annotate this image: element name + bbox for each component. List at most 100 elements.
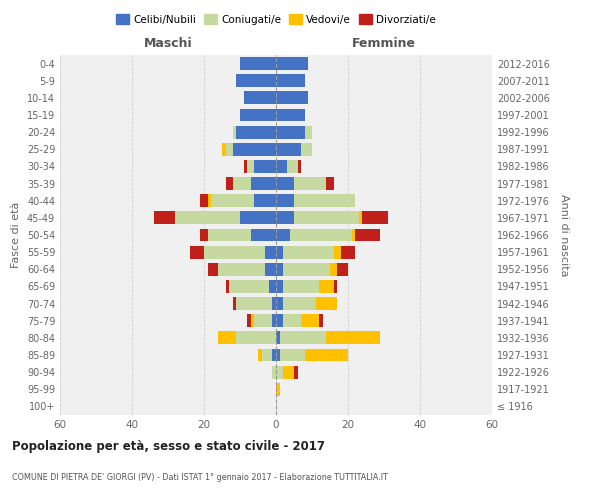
Bar (226, 177, 233, 190)
Bar (330, 263, 337, 276)
Bar (204, 246, 265, 258)
Bar (283, 366, 294, 378)
Bar (280, 348, 305, 362)
Y-axis label: Anni di nascita: Anni di nascita (559, 194, 569, 276)
Bar (236, 74, 276, 87)
Bar (276, 92, 308, 104)
Bar (200, 194, 208, 207)
Bar (276, 246, 283, 258)
Bar (276, 280, 283, 293)
Bar (290, 228, 352, 241)
Bar (154, 212, 175, 224)
Bar (276, 160, 287, 173)
Bar (236, 126, 276, 138)
Bar (298, 160, 301, 173)
Bar (326, 177, 334, 190)
Bar (287, 160, 298, 173)
Bar (352, 228, 355, 241)
Bar (254, 160, 276, 173)
Text: Maschi: Maschi (143, 37, 193, 50)
Bar (233, 297, 236, 310)
Bar (247, 314, 251, 327)
Bar (283, 263, 330, 276)
Bar (222, 143, 226, 156)
Bar (283, 297, 316, 310)
Bar (283, 246, 334, 258)
Bar (276, 348, 280, 362)
Bar (341, 246, 355, 258)
Bar (240, 57, 276, 70)
Bar (301, 143, 312, 156)
Bar (218, 263, 265, 276)
Bar (226, 280, 229, 293)
Y-axis label: Fasce di età: Fasce di età (11, 202, 21, 268)
Bar (276, 126, 305, 138)
Bar (283, 280, 319, 293)
Bar (305, 126, 312, 138)
Bar (240, 212, 276, 224)
Bar (218, 332, 236, 344)
Text: Femmine: Femmine (352, 37, 416, 50)
Bar (334, 246, 341, 258)
Bar (251, 177, 276, 190)
Bar (251, 314, 254, 327)
Bar (226, 143, 233, 156)
Bar (208, 194, 211, 207)
Bar (301, 314, 319, 327)
Bar (175, 212, 240, 224)
Bar (236, 297, 272, 310)
Bar (326, 332, 380, 344)
Bar (269, 280, 276, 293)
Bar (265, 246, 276, 258)
Bar (337, 263, 348, 276)
Bar (283, 314, 301, 327)
Bar (200, 228, 208, 241)
Legend: Celibi/Nubili, Coniugati/e, Vedovi/e, Divorziati/e: Celibi/Nubili, Coniugati/e, Vedovi/e, Di… (112, 10, 440, 29)
Bar (280, 332, 326, 344)
Bar (276, 57, 308, 70)
Bar (247, 160, 254, 173)
Bar (276, 383, 280, 396)
Bar (276, 314, 283, 327)
Bar (276, 332, 280, 344)
Bar (272, 366, 276, 378)
Bar (319, 280, 334, 293)
Bar (294, 194, 355, 207)
Bar (276, 366, 283, 378)
Text: Popolazione per età, sesso e stato civile - 2017: Popolazione per età, sesso e stato civil… (12, 440, 325, 453)
Bar (262, 348, 272, 362)
Bar (355, 228, 380, 241)
Bar (244, 92, 276, 104)
Bar (276, 108, 305, 122)
Bar (258, 348, 262, 362)
Bar (229, 280, 269, 293)
Text: COMUNE DI PIETRA DE' GIORGI (PV) - Dati ISTAT 1° gennaio 2017 - Elaborazione TUT: COMUNE DI PIETRA DE' GIORGI (PV) - Dati … (12, 473, 388, 482)
Bar (319, 314, 323, 327)
Bar (251, 228, 276, 241)
Bar (211, 194, 254, 207)
Bar (276, 297, 283, 310)
Bar (272, 348, 276, 362)
Bar (276, 143, 301, 156)
Bar (233, 143, 276, 156)
Bar (265, 263, 276, 276)
Bar (362, 212, 388, 224)
Bar (254, 194, 276, 207)
Bar (294, 212, 359, 224)
Bar (316, 297, 337, 310)
Bar (294, 177, 326, 190)
Bar (236, 332, 276, 344)
Bar (208, 263, 218, 276)
Bar (190, 246, 204, 258)
Bar (208, 228, 251, 241)
Bar (244, 160, 247, 173)
Bar (254, 314, 272, 327)
Bar (233, 126, 236, 138)
Bar (240, 108, 276, 122)
Bar (334, 280, 337, 293)
Bar (276, 228, 290, 241)
Bar (276, 212, 294, 224)
Bar (276, 194, 294, 207)
Bar (276, 177, 294, 190)
Bar (272, 297, 276, 310)
